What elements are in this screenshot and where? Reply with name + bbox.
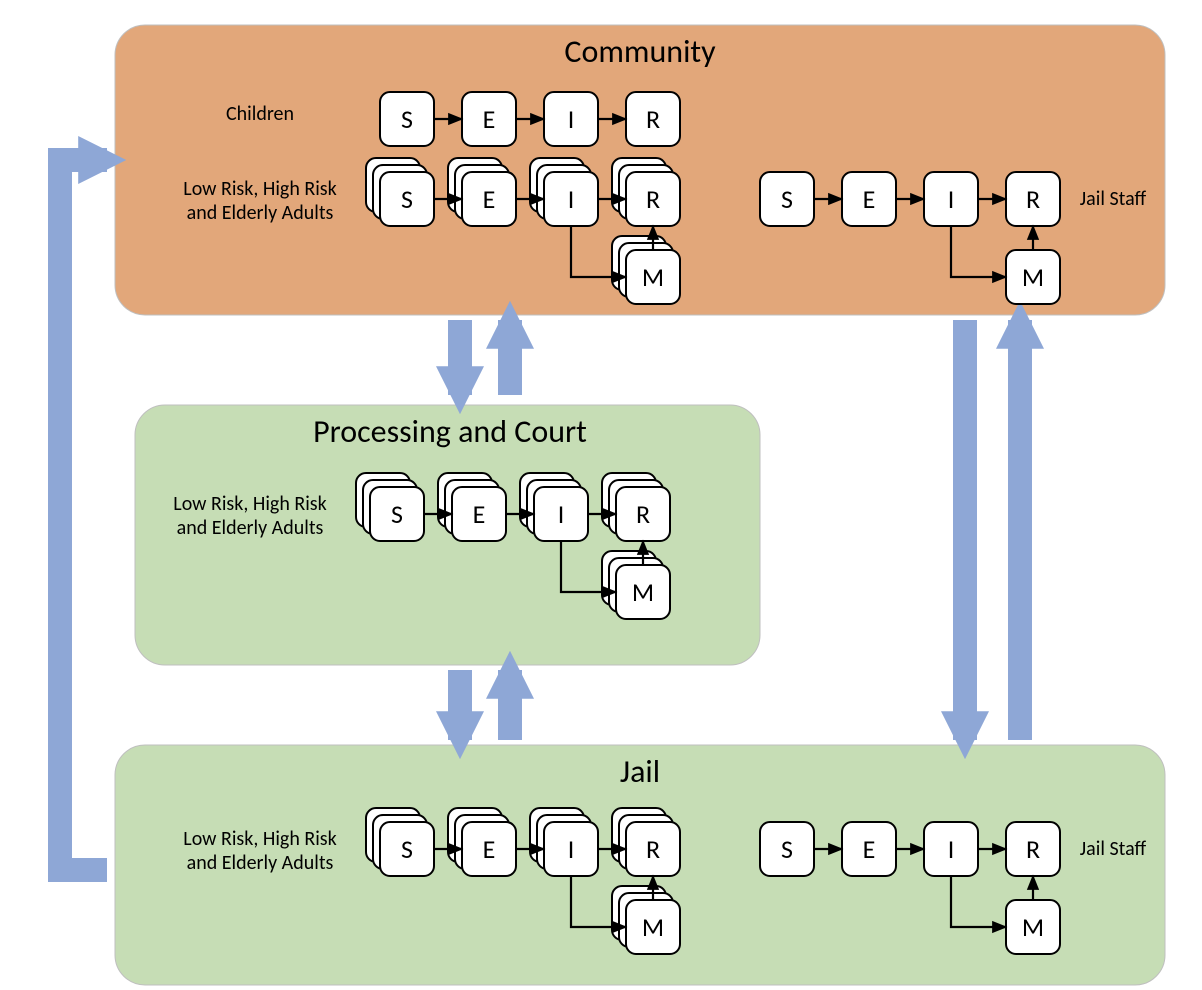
state-label-jail-staff-I: I [948,833,955,865]
state-label-community-adults-I: I [568,183,575,215]
state-label-community-staff-E: E [863,183,876,215]
state-label-jail-adults-R: R [646,833,660,865]
panel-title-community: Community [564,32,716,71]
state-label-community-staff-I: I [948,183,955,215]
state-label-community-children-S: S [401,103,413,135]
group-label-2: Jail Staff [1080,187,1147,211]
panel-title-jail: Jail [620,752,660,791]
state-label-jail-staff-R: R [1026,833,1040,865]
state-label-processing-adults-R: R [636,498,650,530]
state-label-community-children-E: E [483,103,496,135]
state-label-jail-adults-E: E [483,833,496,865]
state-label-processing-adults-M: M [632,576,654,608]
state-label-jail-staff-E: E [863,833,876,865]
state-label-jail-adults-I: I [568,833,575,865]
state-label-jail-staff-S: S [781,833,793,865]
state-label-jail-staff-M: M [1022,911,1044,943]
flow-arrow-jail-to-comm-left [60,160,107,870]
state-label-jail-adults-S: S [401,833,413,865]
state-label-community-children-I: I [568,103,575,135]
state-label-processing-adults-E: E [473,498,486,530]
state-label-processing-adults-I: I [558,498,565,530]
state-label-community-staff-R: R [1026,183,1040,215]
group-label-0: Children [226,102,294,126]
state-label-community-children-R: R [646,103,660,135]
state-label-processing-adults-S: S [391,498,403,530]
panel-title-processing: Processing and Court [313,412,587,451]
state-label-community-adults-R: R [646,183,660,215]
state-label-community-staff-M: M [1022,261,1044,293]
state-label-community-adults-S: S [401,183,413,215]
group-label-1: Low Risk, High Riskand Elderly Adults [183,177,336,225]
state-label-community-adults-M: M [642,261,664,293]
group-label-5: Jail Staff [1080,837,1147,861]
group-label-4: Low Risk, High Riskand Elderly Adults [183,827,336,875]
state-label-community-staff-S: S [781,183,793,215]
state-label-jail-adults-M: M [642,911,664,943]
state-label-community-adults-E: E [483,183,496,215]
group-label-3: Low Risk, High Riskand Elderly Adults [173,492,326,540]
